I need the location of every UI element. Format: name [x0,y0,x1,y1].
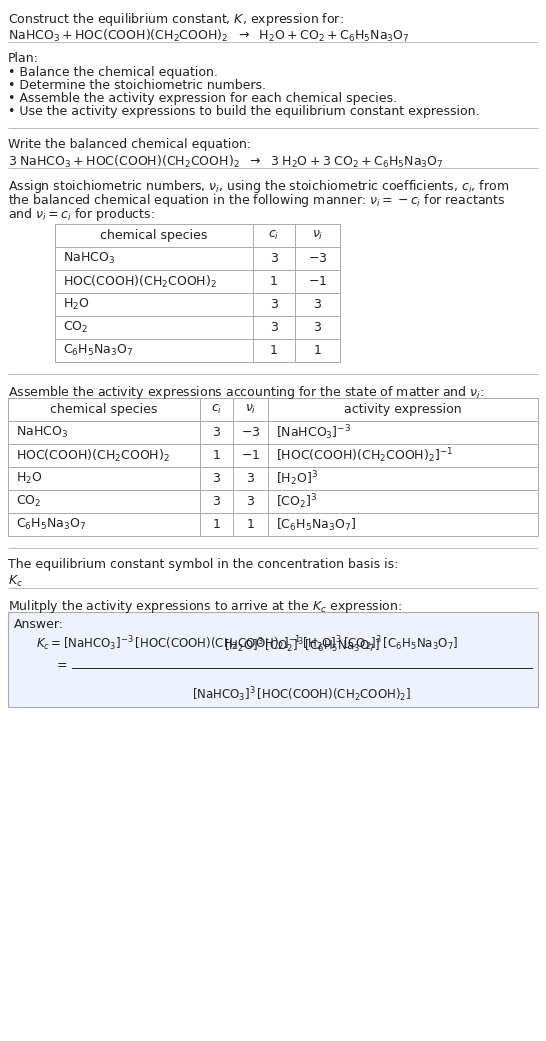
Text: $\mathrm{HOC(COOH)(CH_2COOH)_2}$: $\mathrm{HOC(COOH)(CH_2COOH)_2}$ [63,274,217,289]
Text: 3: 3 [270,321,278,334]
Text: $[\mathrm{HOC(COOH)(CH_2COOH)_2}]^{-1}$: $[\mathrm{HOC(COOH)(CH_2COOH)_2}]^{-1}$ [276,447,453,465]
Text: $-1$: $-1$ [241,449,260,462]
Text: $\mathrm{NaHCO_3}$: $\mathrm{NaHCO_3}$ [16,425,68,440]
Text: Assign stoichiometric numbers, $\nu_i$, using the stoichiometric coefficients, $: Assign stoichiometric numbers, $\nu_i$, … [8,178,509,195]
Text: $[\mathrm{H_2O}]^3\,[\mathrm{CO_2}]^3\,[\mathrm{C_6H_5Na_3O_7}]$: $[\mathrm{H_2O}]^3\,[\mathrm{CO_2}]^3\,[… [224,636,380,655]
Text: $\mathrm{CO_2}$: $\mathrm{CO_2}$ [63,320,88,335]
Text: $K_c$: $K_c$ [8,574,23,589]
Text: Mulitply the activity expressions to arrive at the $K_c$ expression:: Mulitply the activity expressions to arr… [8,598,402,615]
Bar [8,612,538,707]
Text: $=$: $=$ [54,658,68,670]
Text: $\mathrm{NaHCO_3 + HOC(COOH)(CH_2COOH)_2}$  $\rightarrow$  $\mathrm{H_2O + CO_2 : $\mathrm{NaHCO_3 + HOC(COOH)(CH_2COOH)_2… [8,28,410,44]
Text: 3: 3 [212,472,221,485]
Text: the balanced chemical equation in the following manner: $\nu_i = -c_i$ for react: the balanced chemical equation in the fo… [8,192,506,209]
Text: 3: 3 [270,298,278,311]
Text: 1: 1 [212,518,221,531]
Text: $\nu_i$: $\nu_i$ [245,403,256,416]
Text: $\mathrm{C_6H_5Na_3O_7}$: $\mathrm{C_6H_5Na_3O_7}$ [16,517,86,532]
Text: $\mathrm{C_6H_5Na_3O_7}$: $\mathrm{C_6H_5Na_3O_7}$ [63,342,133,358]
Text: $-3$: $-3$ [241,426,260,439]
Text: $\mathrm{CO_2}$: $\mathrm{CO_2}$ [16,493,41,509]
Text: $\mathrm{H_2O}$: $\mathrm{H_2O}$ [63,297,90,312]
Text: $c_i$: $c_i$ [211,403,222,416]
Text: 3: 3 [212,426,221,439]
Text: $[\mathrm{CO_2}]^3$: $[\mathrm{CO_2}]^3$ [276,492,317,511]
Text: $\nu_i$: $\nu_i$ [312,229,323,243]
Text: $[\mathrm{NaHCO_3}]^{-3}$: $[\mathrm{NaHCO_3}]^{-3}$ [276,423,351,441]
Text: $c_i$: $c_i$ [269,229,280,243]
Text: • Determine the stoichiometric numbers.: • Determine the stoichiometric numbers. [8,79,266,92]
Text: $K_c = [\mathrm{NaHCO_3}]^{-3}\,[\mathrm{HOC(COOH)(CH_2COOH)_2}]^{-1}\,[\mathrm{: $K_c = [\mathrm{NaHCO_3}]^{-3}\,[\mathrm… [36,634,458,653]
Text: $-1$: $-1$ [308,275,327,288]
Text: • Balance the chemical equation.: • Balance the chemical equation. [8,66,218,79]
Text: 3: 3 [313,321,322,334]
Text: • Use the activity expressions to build the equilibrium constant expression.: • Use the activity expressions to build … [8,105,479,118]
Text: 3: 3 [247,472,254,485]
Text: Write the balanced chemical equation:: Write the balanced chemical equation: [8,138,251,151]
Text: $[\mathrm{H_2O}]^3$: $[\mathrm{H_2O}]^3$ [276,469,318,488]
Text: The equilibrium constant symbol in the concentration basis is:: The equilibrium constant symbol in the c… [8,558,399,572]
Text: 3: 3 [270,252,278,265]
Text: chemical species: chemical species [100,229,207,242]
Text: $\mathrm{HOC(COOH)(CH_2COOH)_2}$: $\mathrm{HOC(COOH)(CH_2COOH)_2}$ [16,448,170,463]
Text: • Assemble the activity expression for each chemical species.: • Assemble the activity expression for e… [8,92,397,105]
Text: chemical species: chemical species [50,403,158,416]
Text: Plan:: Plan: [8,52,39,65]
Text: Answer:: Answer: [14,618,64,631]
Text: and $\nu_i = c_i$ for products:: and $\nu_i = c_i$ for products: [8,206,155,223]
Text: Assemble the activity expressions accounting for the state of matter and $\nu_i$: Assemble the activity expressions accoun… [8,384,484,401]
Text: 1: 1 [247,518,254,531]
Text: 3: 3 [313,298,322,311]
Text: $\mathrm{H_2O}$: $\mathrm{H_2O}$ [16,471,43,486]
Text: $\mathrm{NaHCO_3}$: $\mathrm{NaHCO_3}$ [63,251,115,266]
Text: 3: 3 [247,496,254,508]
Text: 1: 1 [270,275,278,288]
Text: 1: 1 [313,344,322,357]
Text: 1: 1 [270,344,278,357]
Text: activity expression: activity expression [344,403,462,416]
Text: 1: 1 [212,449,221,462]
Text: 3: 3 [212,496,221,508]
Text: $-3$: $-3$ [308,252,327,265]
Text: $\mathrm{3\; NaHCO_3 + HOC(COOH)(CH_2COOH)_2}$  $\rightarrow$  $\mathrm{3\; H_2O: $\mathrm{3\; NaHCO_3 + HOC(COOH)(CH_2COO… [8,154,443,170]
Text: $[\mathrm{C_6H_5Na_3O_7}]$: $[\mathrm{C_6H_5Na_3O_7}]$ [276,516,356,533]
Text: $[\mathrm{NaHCO_3}]^3\,[\mathrm{HOC(COOH)(CH_2COOH)_2}]$: $[\mathrm{NaHCO_3}]^3\,[\mathrm{HOC(COOH… [192,685,412,704]
Text: Construct the equilibrium constant, $K$, expression for:: Construct the equilibrium constant, $K$,… [8,11,344,28]
